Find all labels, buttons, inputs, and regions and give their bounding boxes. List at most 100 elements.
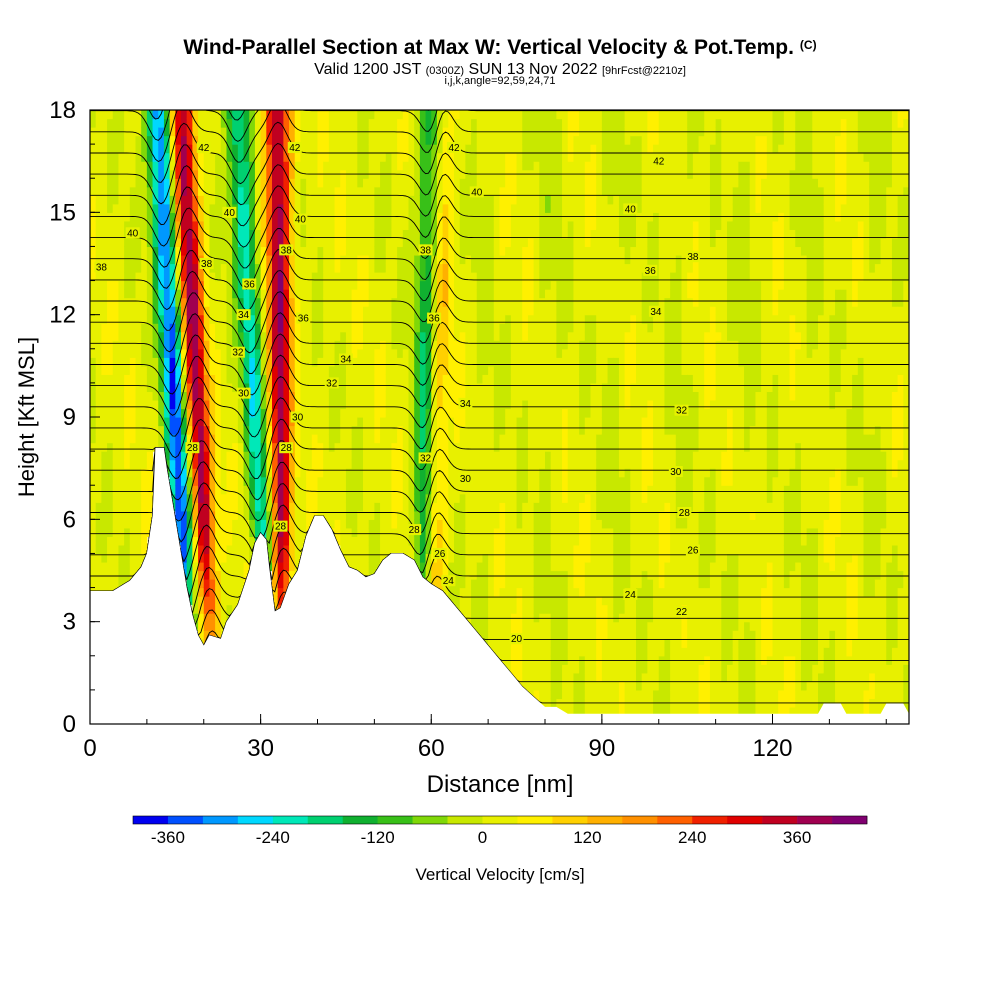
velocity-cell [192,425,199,435]
velocity-cell [425,280,432,290]
velocity-cell [135,237,142,248]
velocity-cell [175,186,182,196]
velocity-cell [579,425,586,435]
velocity-cell [317,451,324,461]
velocity-cell [277,272,284,282]
velocity-cell [533,348,540,358]
velocity-cell [209,630,216,640]
velocity-cell [101,348,108,358]
velocity-cell [414,152,421,162]
velocity-cell [488,391,495,401]
velocity-cell [107,553,114,563]
velocity-cell [482,579,489,589]
velocity-cell [488,476,495,486]
velocity-cell [488,331,495,341]
velocity-cell [402,135,410,145]
velocity-cell [471,203,478,213]
velocity-cell [146,408,154,418]
velocity-cell [146,519,154,529]
velocity-cell [260,519,267,529]
velocity-cell [482,118,489,128]
velocity-cell [391,118,398,128]
velocity-cell [254,297,262,307]
velocity-cell [374,468,381,478]
velocity-cell [141,510,148,520]
velocity-cell [95,468,102,478]
velocity-cell [545,110,552,120]
velocity-cell [442,434,449,444]
velocity-cell [579,323,586,333]
velocity-cell [493,485,501,495]
velocity-cell [562,323,569,333]
velocity-cell [522,289,529,299]
velocity-cell [397,399,404,410]
velocity-cell [152,169,159,179]
velocity-cell [516,178,523,188]
velocity-cell [209,289,216,299]
velocity-cell [311,186,319,196]
velocity-cell [527,365,535,375]
velocity-cell [488,544,495,555]
velocity-cell [237,186,245,196]
velocity-cell [454,408,461,418]
velocity-cell [226,331,233,341]
velocity-cell [124,348,131,358]
velocity-cell [232,399,239,410]
velocity-cell [425,144,432,154]
velocity-cell [328,144,336,154]
velocity-cell [516,587,523,597]
velocity-cell [277,382,284,393]
velocity-cell [442,178,449,188]
velocity-cell [357,553,364,563]
velocity-cell [556,135,563,145]
velocity-cell [129,297,137,307]
velocity-cell [567,468,575,478]
velocity-cell [471,527,478,537]
velocity-cell [442,348,449,358]
velocity-cell [203,331,211,341]
velocity-cell [226,127,233,137]
velocity-cell [493,203,501,213]
velocity-cell [90,442,97,452]
velocity-cell [527,434,535,444]
velocity-cell [516,144,523,154]
velocity-cell [442,263,449,273]
velocity-cell [209,425,216,435]
velocity-cell [232,596,239,606]
velocity-cell [431,186,438,196]
velocity-cell [203,493,211,503]
velocity-cell [527,596,535,606]
velocity-cell [107,229,114,239]
velocity-cell [408,417,415,427]
velocity-cell [414,442,421,452]
velocity-cell [289,135,296,145]
velocity-cell [522,178,529,188]
velocity-cell [345,408,353,418]
velocity-cell [567,664,575,674]
velocity-cell [334,246,341,256]
velocity-cell [391,331,398,341]
velocity-cell [186,229,193,239]
velocity-cell [476,587,484,597]
velocity-cell [567,229,575,239]
velocity-cell [505,630,512,640]
velocity-cell [95,229,102,239]
velocity-cell [539,323,546,333]
velocity-cell [391,527,398,537]
velocity-cell [567,110,575,120]
velocity-cell [419,314,427,324]
velocity-cell [334,536,341,546]
velocity-cell [385,391,393,401]
velocity-cell [351,536,358,546]
velocity-cell [471,391,478,401]
velocity-cell [107,289,114,299]
velocity-cell [567,561,575,572]
velocity-cell [249,357,256,367]
velocity-cell [334,417,341,427]
velocity-cell [152,374,159,384]
velocity-cell [317,399,324,410]
velocity-cell [112,118,120,128]
velocity-cell [328,237,336,248]
velocity-cell [306,246,313,256]
velocity-cell [363,297,370,307]
